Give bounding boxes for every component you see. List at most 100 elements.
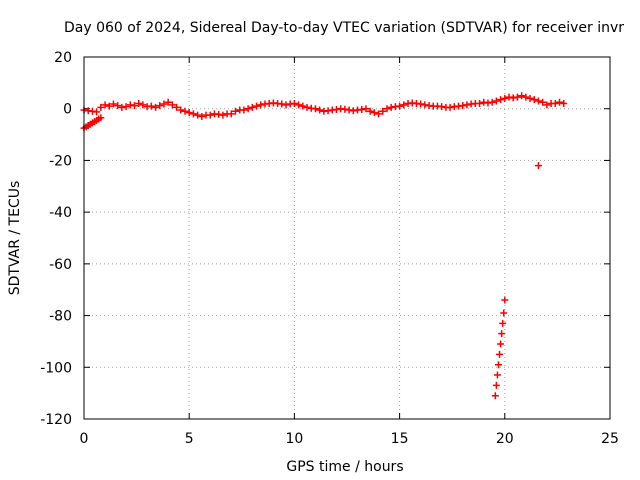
data-point <box>370 109 378 117</box>
y-tick-label: -20 <box>49 153 72 169</box>
data-point <box>417 100 425 108</box>
y-tick-label: -100 <box>40 360 72 376</box>
x-tick-label: 20 <box>496 431 514 447</box>
data-point <box>488 98 496 106</box>
y-axis-label: SDTVAR / TECUs <box>7 181 23 296</box>
data-point <box>139 101 147 109</box>
data-point <box>501 296 509 304</box>
y-tick-label: 20 <box>54 50 72 66</box>
data-point <box>97 114 105 122</box>
data-point <box>497 340 505 348</box>
y-tick-label: -80 <box>49 309 72 325</box>
data-point <box>387 103 395 111</box>
data-point <box>295 101 303 109</box>
y-tick-label: -120 <box>40 412 72 428</box>
data-point <box>500 309 508 317</box>
data-point <box>160 100 168 108</box>
data-point <box>358 105 366 113</box>
data-point <box>484 99 492 107</box>
data-point <box>198 112 206 120</box>
data-point <box>156 102 164 110</box>
x-axis-ticks: 0 5 10 15 20 25 <box>80 57 619 447</box>
data-point <box>494 361 502 369</box>
data-point <box>375 110 383 118</box>
data-point <box>231 107 239 115</box>
data-point <box>177 106 185 114</box>
data-point <box>126 101 134 109</box>
data-point <box>505 93 513 101</box>
data-point <box>278 100 286 108</box>
y-tick-label: -60 <box>49 257 72 273</box>
x-tick-label: 0 <box>80 431 89 447</box>
data-point <box>496 350 504 358</box>
data-point <box>421 101 429 109</box>
x-tick-label: 25 <box>601 431 619 447</box>
data-point <box>101 101 109 109</box>
data-point <box>551 100 559 108</box>
data-point <box>299 102 307 110</box>
data-point <box>341 105 349 113</box>
data-point <box>497 96 505 104</box>
data-point <box>556 98 564 106</box>
data-point <box>498 330 506 338</box>
data-point <box>534 97 542 105</box>
x-tick-label: 15 <box>391 431 409 447</box>
data-point <box>189 110 197 118</box>
data-point <box>240 106 248 114</box>
data-point <box>219 111 227 119</box>
data-point <box>501 94 509 102</box>
data-point <box>396 102 404 110</box>
data-point <box>526 94 534 102</box>
x-tick-label: 10 <box>285 431 303 447</box>
data-point <box>362 105 370 113</box>
data-point <box>130 102 138 110</box>
data-point <box>206 111 214 119</box>
data-point <box>282 101 290 109</box>
data-point <box>118 103 126 111</box>
data-point <box>303 103 311 111</box>
data-point <box>244 105 252 113</box>
data-point <box>257 101 265 109</box>
data-point <box>459 102 467 110</box>
data-point <box>194 111 202 119</box>
data-point <box>290 100 298 108</box>
x-tick-label: 5 <box>185 431 194 447</box>
data-point <box>366 107 374 115</box>
data-point <box>438 103 446 111</box>
data-point <box>93 108 101 116</box>
data-point <box>248 103 256 111</box>
data-point <box>147 102 155 110</box>
data-point <box>227 110 235 118</box>
y-axis-ticks: 20 0 -20 -40 -60 -80 -100 -120 <box>40 50 610 428</box>
data-point <box>215 110 223 118</box>
data-point <box>97 103 105 111</box>
data-point <box>173 103 181 111</box>
data-point <box>311 105 319 113</box>
data-point <box>400 101 408 109</box>
data-point <box>518 92 526 100</box>
data-point <box>446 103 454 111</box>
chart-title: Day 060 of 2024, Sidereal Day-to-day VTE… <box>64 20 624 36</box>
data-point <box>122 103 130 111</box>
data-point <box>534 162 542 170</box>
data-points <box>80 92 568 400</box>
data-point <box>181 107 189 115</box>
data-point <box>513 93 521 101</box>
y-tick-label: -40 <box>49 205 72 221</box>
data-point <box>509 94 517 102</box>
data-point <box>168 101 176 109</box>
y-tick-label: 0 <box>63 102 72 118</box>
data-point <box>114 102 122 110</box>
data-point <box>316 106 324 114</box>
data-point <box>253 102 261 110</box>
data-point <box>543 101 551 109</box>
data-point <box>379 107 387 115</box>
data-point <box>480 98 488 106</box>
data-point <box>493 371 501 379</box>
data-point <box>105 102 113 110</box>
data-point <box>499 319 507 327</box>
grid-lines <box>84 57 610 419</box>
plot-frame <box>83 56 611 420</box>
data-point <box>135 100 143 108</box>
